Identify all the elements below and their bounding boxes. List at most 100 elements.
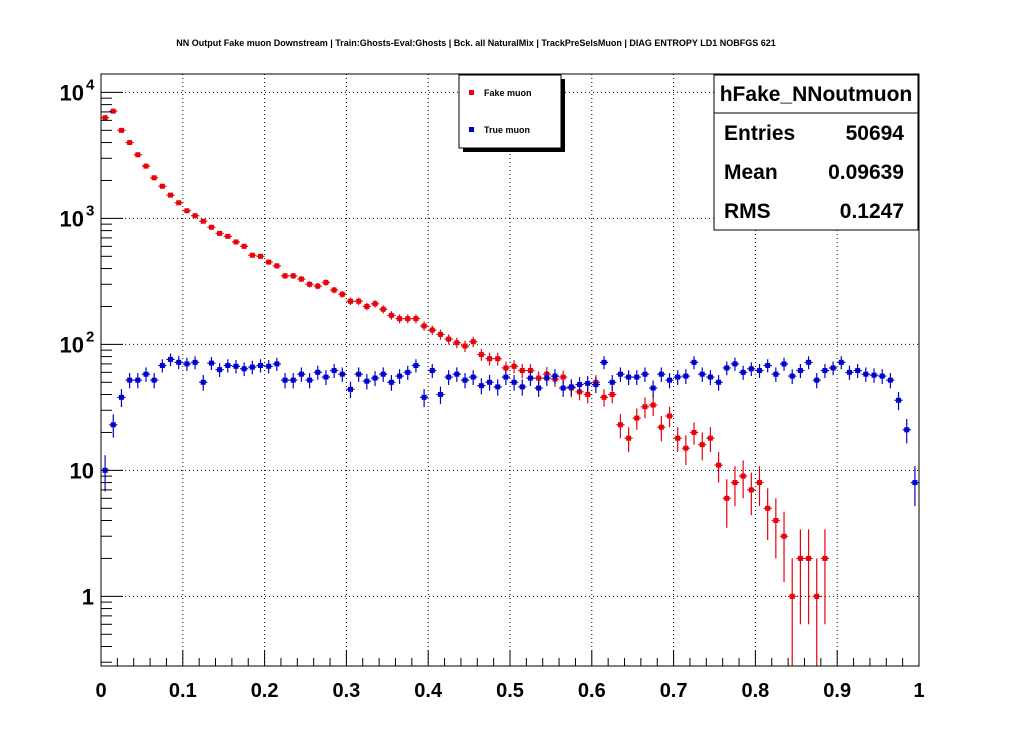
data-point: [223, 233, 232, 239]
data-marker: [118, 127, 124, 133]
data-marker: [773, 371, 779, 377]
data-point: [681, 435, 690, 466]
data-marker: [151, 175, 157, 181]
data-marker: [364, 378, 370, 384]
data-marker: [347, 386, 353, 392]
data-point: [207, 357, 216, 371]
data-point: [485, 375, 494, 391]
data-point: [837, 356, 846, 370]
data-point: [452, 337, 461, 349]
data-point: [215, 230, 224, 236]
data-point: [510, 360, 519, 374]
data-marker: [258, 362, 264, 368]
data-point: [722, 361, 731, 376]
data-point: [297, 276, 306, 283]
stats-rms-value: 0.1247: [840, 200, 904, 223]
data-marker: [585, 392, 591, 398]
stats-histogram-name: hFake_NNoutmuon: [720, 83, 913, 106]
data-point: [403, 314, 412, 324]
data-point: [526, 371, 535, 387]
x-tick-label: 0: [95, 680, 106, 702]
data-point: [264, 359, 273, 374]
data-marker: [487, 379, 493, 385]
data-marker: [626, 374, 632, 380]
data-point: [354, 367, 363, 382]
data-marker: [658, 371, 664, 377]
data-point: [125, 373, 134, 389]
stats-entries-value: 50694: [846, 122, 905, 145]
data-point: [190, 356, 200, 370]
data-marker: [233, 239, 239, 245]
data-marker: [527, 375, 533, 381]
data-point: [231, 359, 241, 374]
data-point: [166, 192, 175, 198]
data-marker: [176, 359, 182, 365]
data-point: [264, 259, 273, 265]
legend-marker-fake: [469, 90, 474, 95]
data-marker: [560, 374, 566, 380]
data-marker: [667, 377, 673, 383]
data-point: [150, 175, 159, 181]
data-point: [739, 365, 748, 380]
data-marker: [503, 374, 509, 380]
data-marker: [200, 218, 206, 224]
data-point: [321, 370, 331, 385]
data-marker: [143, 163, 149, 169]
data-marker: [249, 252, 255, 258]
data-point: [722, 479, 731, 528]
data-marker: [356, 371, 362, 377]
data-point: [436, 329, 445, 340]
data-point: [518, 379, 527, 396]
data-point: [665, 406, 674, 428]
data-marker: [241, 243, 247, 249]
data-marker: [331, 287, 337, 293]
data-marker: [503, 365, 509, 371]
data-point: [739, 460, 748, 499]
data-marker: [789, 593, 795, 599]
data-marker: [691, 429, 697, 435]
data-marker: [110, 422, 116, 428]
data-marker: [601, 359, 607, 365]
data-marker: [650, 385, 656, 391]
data-point: [829, 361, 838, 376]
data-point: [567, 379, 576, 396]
data-point: [591, 377, 600, 394]
data-marker: [707, 435, 713, 441]
data-point: [640, 367, 650, 382]
data-marker: [388, 312, 394, 318]
data-marker: [217, 230, 223, 236]
data-marker: [168, 192, 174, 198]
y-tick-exponent: 3: [86, 202, 94, 219]
y-tick-label: 10: [60, 206, 84, 231]
data-point: [313, 365, 322, 380]
data-point: [117, 127, 126, 133]
data-point: [346, 381, 355, 399]
stats-box: hFake_NNoutmuon Entries 50694 Mean 0.096…: [713, 74, 919, 231]
data-marker: [437, 392, 443, 398]
data-point: [616, 367, 625, 382]
data-marker: [192, 359, 198, 365]
data-point: [796, 363, 805, 378]
data-point: [763, 488, 772, 541]
data-marker: [339, 291, 345, 297]
data-marker: [315, 283, 321, 289]
data-marker: [168, 356, 174, 362]
data-marker: [855, 368, 861, 374]
data-marker: [478, 352, 484, 358]
data-point: [452, 367, 461, 382]
data-point: [706, 427, 715, 452]
data-marker: [454, 371, 460, 377]
data-marker: [560, 385, 566, 391]
data-point: [460, 340, 470, 352]
data-marker: [756, 368, 762, 374]
data-point: [861, 367, 870, 382]
data-point: [411, 314, 421, 324]
data-point: [256, 253, 265, 259]
stats-mean-value: 0.09639: [828, 161, 904, 184]
data-point: [166, 353, 175, 367]
data-marker: [527, 368, 533, 374]
data-point: [240, 362, 249, 377]
data-point: [444, 334, 453, 345]
data-marker: [462, 343, 468, 349]
